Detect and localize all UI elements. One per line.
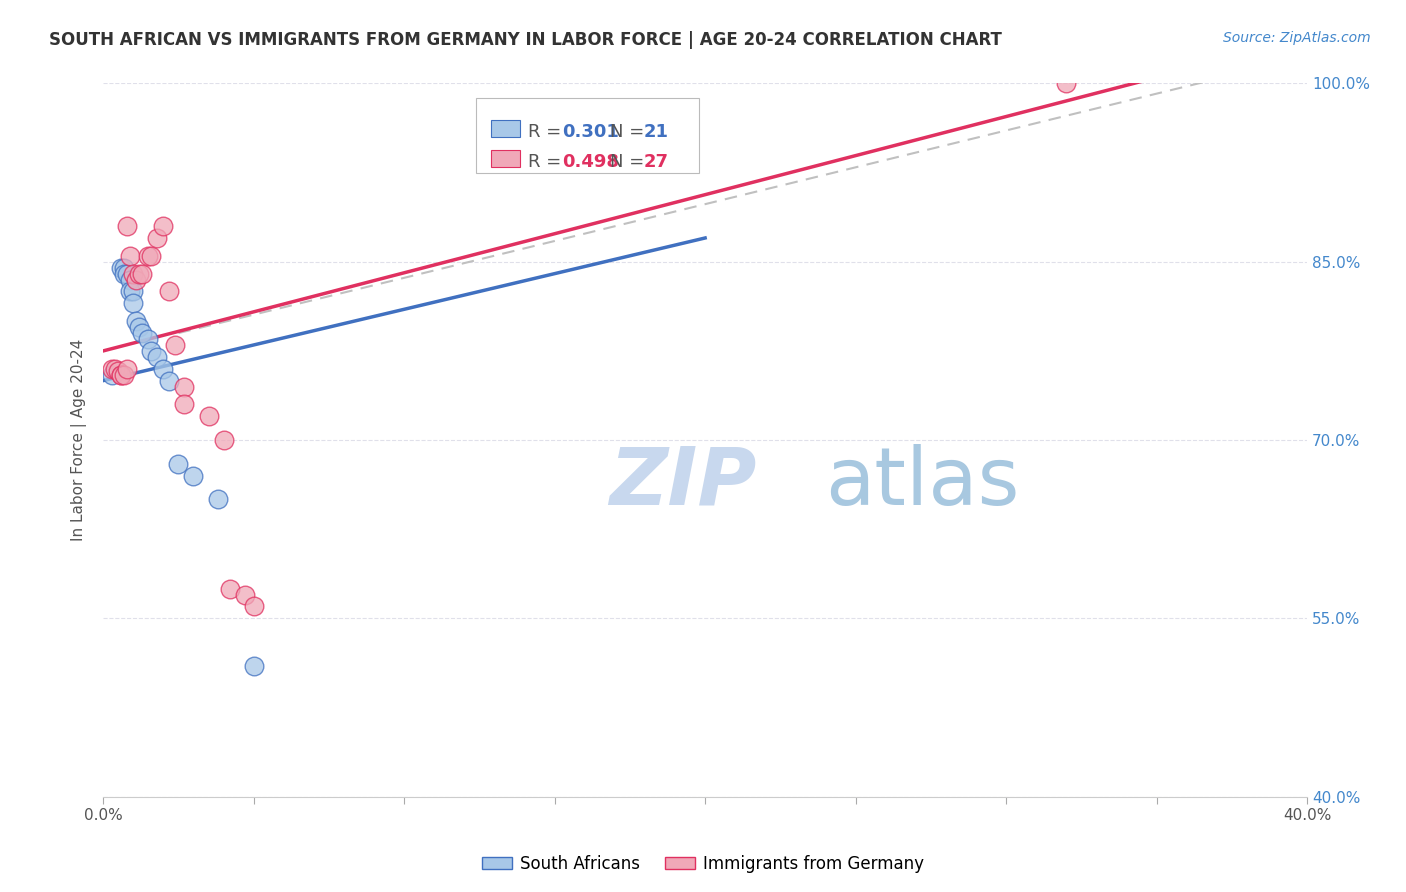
- FancyBboxPatch shape: [491, 120, 520, 137]
- Point: [138, 332, 160, 346]
- Point: [112, 267, 135, 281]
- Text: R =: R =: [529, 153, 567, 170]
- Point: [101, 368, 124, 382]
- Point: [212, 433, 235, 447]
- FancyBboxPatch shape: [491, 150, 520, 167]
- Point: [207, 492, 229, 507]
- FancyBboxPatch shape: [477, 98, 699, 172]
- Point: [110, 368, 132, 382]
- Text: 27: 27: [644, 153, 669, 170]
- Point: [146, 350, 169, 364]
- Text: ZIP: ZIP: [609, 444, 756, 522]
- Point: [165, 338, 187, 352]
- Legend: South Africans, Immigrants from Germany: South Africans, Immigrants from Germany: [475, 848, 931, 880]
- Point: [122, 285, 145, 299]
- Point: [233, 588, 256, 602]
- Point: [1054, 77, 1077, 91]
- Point: [218, 582, 240, 596]
- Text: N =: N =: [610, 123, 650, 141]
- Point: [128, 267, 150, 281]
- Point: [117, 267, 139, 281]
- Point: [104, 361, 127, 376]
- Y-axis label: In Labor Force | Age 20-24: In Labor Force | Age 20-24: [72, 339, 87, 541]
- Point: [125, 272, 148, 286]
- Text: 0.301: 0.301: [562, 123, 619, 141]
- Point: [117, 219, 139, 233]
- Point: [146, 231, 169, 245]
- Point: [173, 379, 195, 393]
- Text: 0.498: 0.498: [562, 153, 619, 170]
- Point: [112, 260, 135, 275]
- Text: R =: R =: [529, 123, 567, 141]
- Point: [112, 368, 135, 382]
- Text: atlas: atlas: [825, 444, 1019, 522]
- Point: [183, 468, 205, 483]
- Point: [128, 320, 150, 334]
- Point: [117, 361, 139, 376]
- Point: [110, 368, 132, 382]
- Text: 21: 21: [644, 123, 669, 141]
- Point: [110, 260, 132, 275]
- Point: [138, 249, 160, 263]
- Point: [159, 374, 181, 388]
- Point: [107, 364, 129, 378]
- Text: N =: N =: [610, 153, 650, 170]
- Point: [125, 314, 148, 328]
- Text: SOUTH AFRICAN VS IMMIGRANTS FROM GERMANY IN LABOR FORCE | AGE 20-24 CORRELATION : SOUTH AFRICAN VS IMMIGRANTS FROM GERMANY…: [49, 31, 1002, 49]
- Text: Source: ZipAtlas.com: Source: ZipAtlas.com: [1223, 31, 1371, 45]
- Point: [242, 599, 264, 614]
- Point: [120, 285, 142, 299]
- Point: [131, 267, 153, 281]
- Point: [167, 457, 190, 471]
- Point: [122, 267, 145, 281]
- Point: [131, 326, 153, 340]
- Point: [120, 272, 142, 286]
- Point: [242, 659, 264, 673]
- Point: [122, 296, 145, 310]
- Point: [141, 249, 163, 263]
- Point: [159, 285, 181, 299]
- Point: [141, 343, 163, 358]
- Point: [101, 361, 124, 376]
- Point: [173, 397, 195, 411]
- Point: [152, 361, 174, 376]
- Point: [197, 409, 219, 424]
- Point: [120, 249, 142, 263]
- Point: [152, 219, 174, 233]
